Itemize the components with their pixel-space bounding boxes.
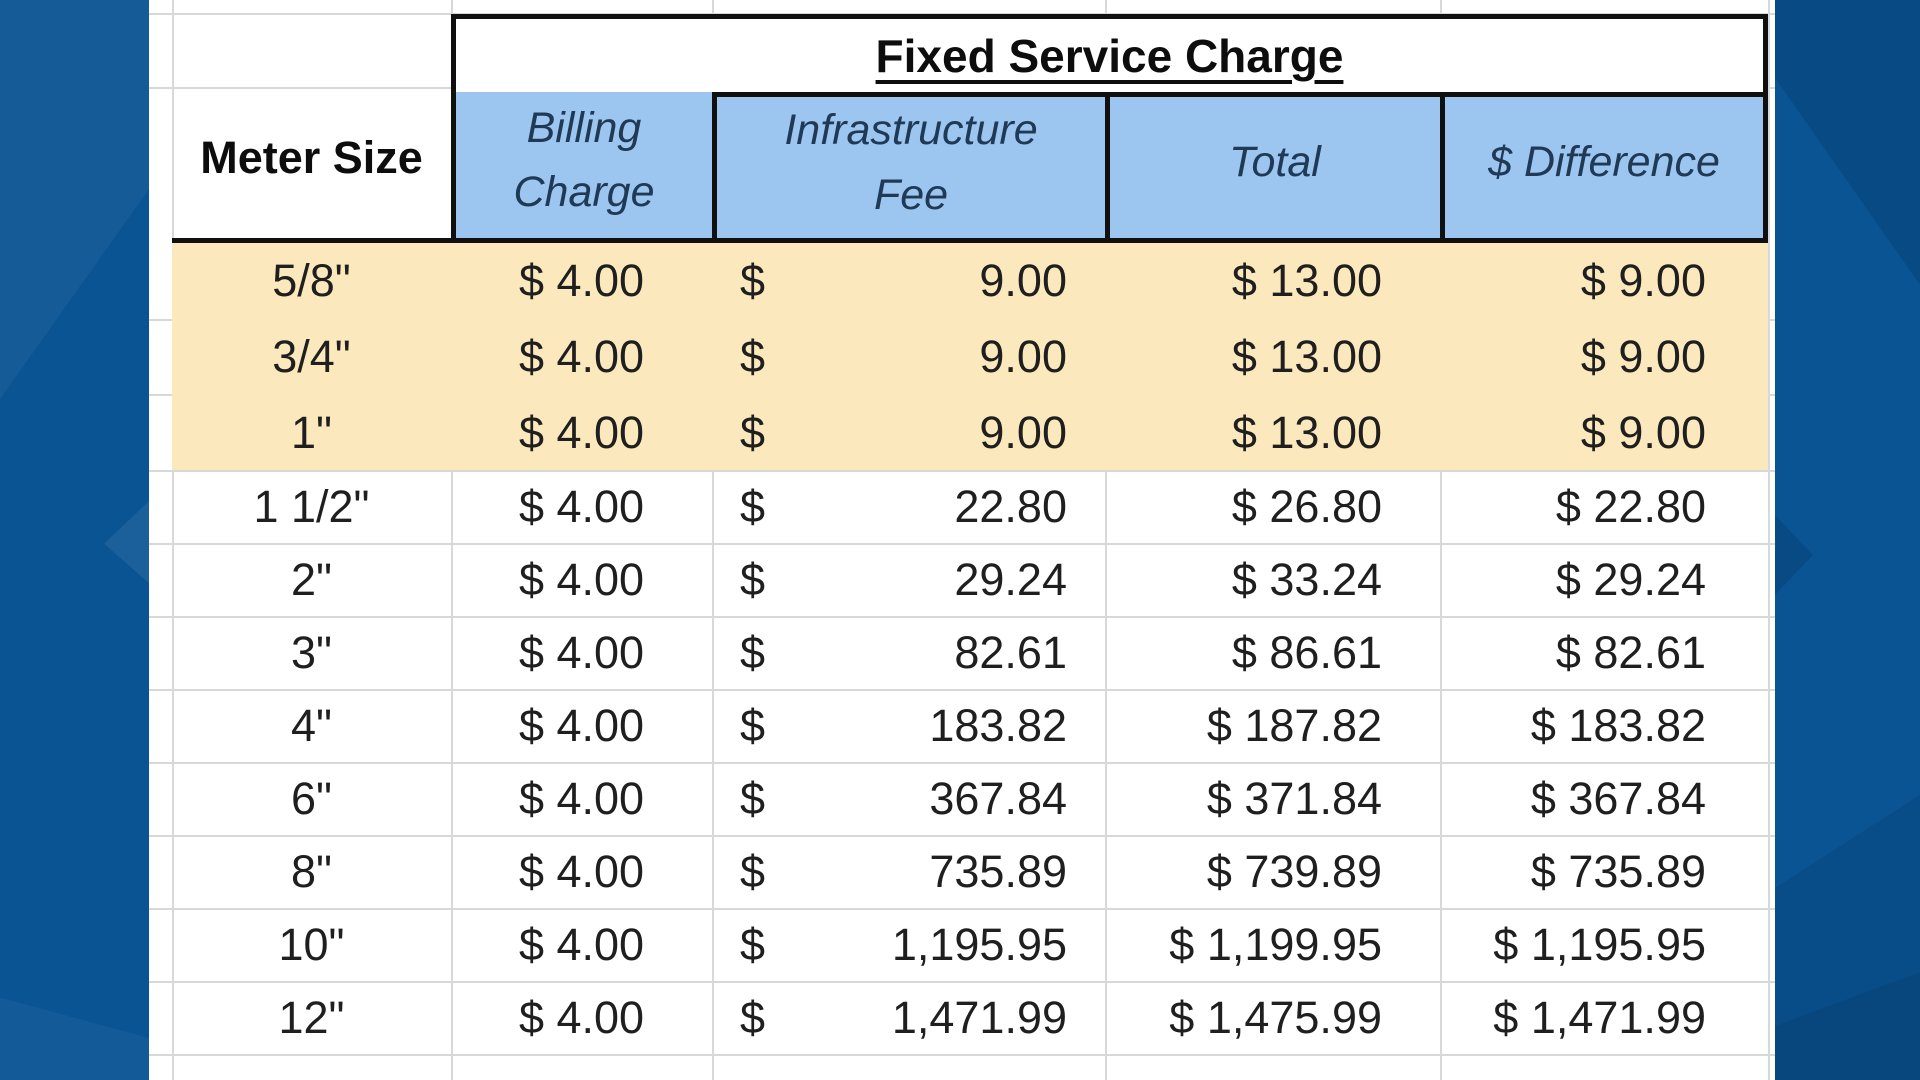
fee-amount: 1,471.99 (891, 991, 1067, 1043)
billing-charge-cell: $ 4.00 (451, 395, 712, 470)
background-chevron-top-left (0, 0, 149, 399)
currency-symbol: $ (740, 991, 766, 1043)
meter-size-header: Meter Size (172, 92, 451, 243)
total-cell: $ 371.84 (1206, 772, 1382, 824)
meter-size-cell: 1 1/2" (253, 480, 370, 532)
total-cell: $ 13.00 (1105, 243, 1440, 319)
meter-size-cell: 6" (290, 772, 332, 824)
currency-symbol: $ (740, 699, 766, 751)
total-cell: $ 739.89 (1206, 845, 1382, 897)
meter-size-cell: 5/8" (172, 243, 451, 319)
meter-size-cell: 12" (278, 991, 345, 1043)
difference-cell: $ 735.89 (1530, 845, 1706, 897)
background-chevron-top-right (1775, 0, 1920, 285)
difference-cell: $ 183.82 (1530, 699, 1706, 751)
currency-symbol: $ (740, 255, 766, 306)
difference-cell: $ 367.84 (1530, 772, 1706, 824)
billing-charge-cell: $ 4.00 (518, 991, 645, 1043)
difference-cell: $ 9.00 (1440, 243, 1768, 319)
fee-amount: 367.84 (929, 772, 1067, 824)
total-cell: $ 33.24 (1231, 553, 1382, 605)
background-chevron-bottom-left (0, 997, 149, 1080)
billing-charge-cell: $ 4.00 (518, 626, 645, 678)
meter-size-cell: 2" (290, 553, 332, 605)
currency-symbol: $ (740, 331, 766, 382)
total-cell: $ 26.80 (1231, 480, 1382, 532)
infrastructure-fee-cell: $ 9.00 (712, 243, 1105, 319)
difference-cell: $ 1,471.99 (1493, 991, 1706, 1043)
fee-amount: 1,195.95 (891, 918, 1067, 970)
meter-size-cell: 10" (278, 918, 345, 970)
difference-cell: $ 22.80 (1555, 480, 1706, 532)
billing-charge-cell: $ 4.00 (518, 845, 645, 897)
column-header-difference: $ Difference (1440, 92, 1768, 243)
infrastructure-fee-cell: $ 9.00 (712, 395, 1105, 470)
background-chevron-bottom-right (1775, 794, 1920, 1080)
difference-cell: $ 82.61 (1555, 626, 1706, 678)
infrastructure-fee-cell: $ 29.24 (712, 543, 1105, 616)
meter-size-cell: 3" (290, 626, 332, 678)
column-header-infrastructure-fee: Infrastructure Fee (712, 92, 1105, 243)
currency-symbol: $ (740, 406, 766, 458)
total-cell: $ 13.00 (1105, 319, 1440, 395)
fee-amount: 9.00 (979, 406, 1067, 458)
currency-symbol: $ (740, 772, 766, 824)
infrastructure-fee-cell: $ 735.89 (712, 835, 1105, 908)
fee-amount: 22.80 (954, 480, 1067, 532)
meter-size-cell: 3/4" (172, 319, 451, 395)
currency-symbol: $ (740, 626, 766, 678)
currency-symbol: $ (740, 553, 766, 605)
fee-amount: 183.82 (929, 699, 1067, 751)
column-header-total: Total (1105, 92, 1440, 243)
billing-charge-cell: $ 4.00 (518, 918, 645, 970)
background-arrow-right (1775, 515, 1813, 595)
spreadsheet-area: Fixed Service Charge Meter Size Billing … (149, 0, 1775, 1080)
meter-size-cell: 4" (290, 699, 332, 751)
infrastructure-fee-cell: $ 1,471.99 (712, 981, 1105, 1054)
total-cell: $ 86.61 (1231, 626, 1382, 678)
infrastructure-fee-cell: $ 82.61 (712, 616, 1105, 689)
billing-charge-cell: $ 4.00 (518, 553, 645, 605)
total-cell: $ 13.00 (1105, 395, 1440, 470)
currency-symbol: $ (740, 918, 766, 970)
fee-amount: 9.00 (979, 255, 1067, 306)
currency-symbol: $ (740, 480, 766, 532)
fee-amount: 29.24 (954, 553, 1067, 605)
difference-cell: $ 9.00 (1440, 319, 1768, 395)
fee-amount: 9.00 (979, 331, 1067, 382)
currency-symbol: $ (740, 845, 766, 897)
billing-charge-cell: $ 4.00 (451, 243, 712, 319)
fee-amount: 735.89 (929, 845, 1067, 897)
total-cell: $ 1,475.99 (1169, 991, 1382, 1043)
infrastructure-fee-cell: $ 367.84 (712, 762, 1105, 835)
billing-charge-cell: $ 4.00 (518, 699, 645, 751)
billing-charge-cell: $ 4.00 (518, 772, 645, 824)
difference-cell: $ 29.24 (1555, 553, 1706, 605)
infrastructure-fee-cell: $ 183.82 (712, 689, 1105, 762)
infrastructure-fee-cell: $ 22.80 (712, 470, 1105, 543)
billing-charge-cell: $ 4.00 (451, 319, 712, 395)
fixed-service-charge-table: Fixed Service Charge Meter Size Billing … (172, 14, 1768, 1054)
infrastructure-fee-cell: $ 9.00 (712, 319, 1105, 395)
table-title: Fixed Service Charge (451, 14, 1768, 92)
billing-charge-cell: $ 4.00 (518, 480, 645, 532)
total-cell: $ 1,199.95 (1169, 918, 1382, 970)
difference-cell: $ 1,195.95 (1493, 918, 1706, 970)
total-cell: $ 187.82 (1206, 699, 1382, 751)
background-corner-bottom-right (1775, 972, 1920, 1080)
background-arrow-left (104, 500, 150, 584)
meter-size-cell: 8" (290, 845, 332, 897)
fee-amount: 82.61 (954, 626, 1067, 678)
infrastructure-fee-cell: $ 1,195.95 (712, 908, 1105, 981)
meter-size-cell: 1" (172, 395, 451, 470)
difference-cell: $ 9.00 (1440, 395, 1768, 470)
column-header-billing-charge: Billing Charge (451, 92, 712, 243)
empty-cell (172, 14, 451, 92)
